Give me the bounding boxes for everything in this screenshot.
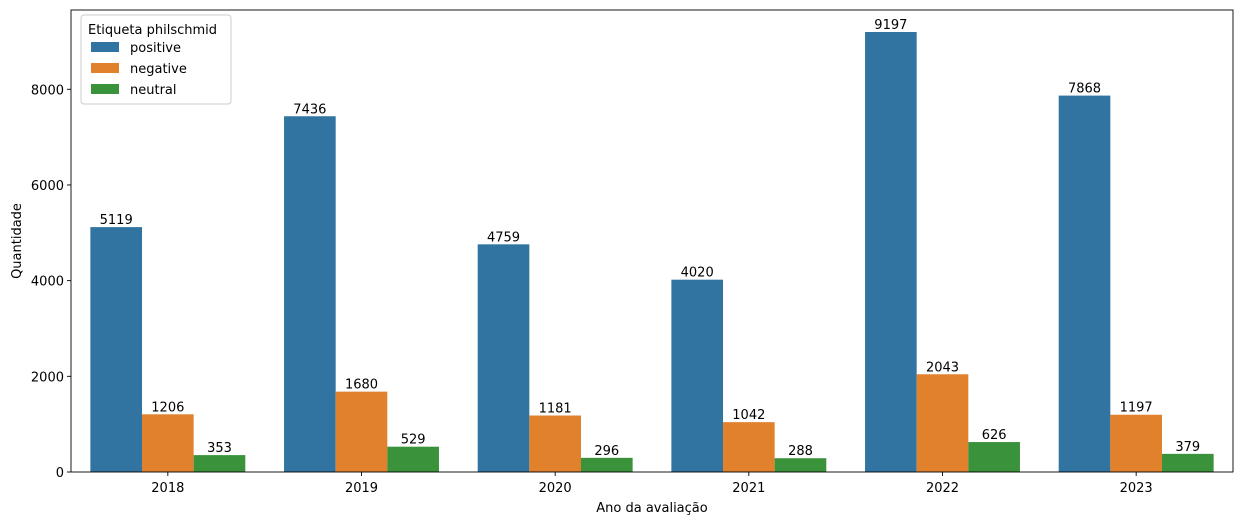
- bar-value-label-negative-2019: 1680: [345, 378, 378, 393]
- legend-box: [80, 14, 232, 105]
- bar-value-label-negative-2018: 1206: [151, 400, 184, 415]
- bar-neutral-2023: [1161, 453, 1214, 472]
- bar-value-label-positive-2019: 7436: [293, 102, 326, 117]
- bar-negative-2023: [1110, 414, 1162, 472]
- bar-negative-2019: [335, 391, 388, 472]
- bar-neutral-2018: [193, 455, 246, 472]
- bar-value-label-positive-2020: 4759: [487, 230, 520, 245]
- y-axis-ticks: 0 2000 4000 6000 8000: [31, 83, 71, 481]
- bar-neutral-2022: [968, 442, 1020, 472]
- legend-swatch-positive: [91, 42, 119, 52]
- y-axis-label: Quantidade: [10, 203, 25, 279]
- y-tick-label-2000: 2000: [31, 370, 64, 385]
- y-tick-label-8000: 8000: [31, 83, 64, 98]
- x-tick-label-2021: 2021: [732, 481, 765, 496]
- x-tick-label-2020: 2020: [539, 481, 572, 496]
- bar-positive-2018: [90, 227, 143, 472]
- legend: Etiqueta philschmid positive negative neut…: [80, 14, 232, 105]
- legend-label-neutral: neutral: [130, 83, 177, 98]
- bar-value-label-positive-2023: 7868: [1068, 82, 1101, 97]
- bar-value-label-positive-2022: 9197: [874, 18, 907, 33]
- x-tick-label-2022: 2022: [926, 481, 959, 496]
- bar-labels-layer: 5119 1206 353 7436 1680 529 4759 1181 296 4020 104…: [100, 18, 1201, 459]
- x-axis-ticks: 2018 2019 2020 2021 2022 2023: [151, 472, 1153, 496]
- bar-positive-2021: [671, 279, 724, 472]
- legend-swatch-negative: [91, 63, 119, 73]
- bar-negative-2018: [142, 414, 194, 472]
- bar-positive-2020: [477, 244, 530, 472]
- bars-layer: [90, 32, 1214, 473]
- bar-value-label-neutral-2023: 379: [1175, 440, 1200, 455]
- bar-value-label-negative-2023: 1197: [1120, 401, 1153, 416]
- y-tick-label-4000: 4000: [31, 275, 64, 290]
- legend-label-positive: positive: [130, 41, 181, 56]
- bar-negative-2022: [916, 374, 969, 472]
- bar-value-label-neutral-2019: 529: [401, 433, 426, 448]
- bar-value-label-neutral-2022: 626: [982, 428, 1007, 443]
- bar-positive-2019: [284, 116, 336, 473]
- bar-positive-2023: [1058, 95, 1111, 472]
- bar-value-label-neutral-2021: 288: [788, 444, 813, 459]
- legend-swatch-neutral: [91, 84, 119, 94]
- bar-value-label-negative-2021: 1042: [732, 408, 765, 423]
- bar-value-label-positive-2018: 5119: [100, 213, 133, 228]
- bar-neutral-2020: [580, 457, 633, 472]
- bar-negative-2020: [529, 415, 581, 472]
- bar-value-label-negative-2020: 1181: [539, 401, 572, 416]
- legend-label-negative: negative: [130, 62, 187, 77]
- x-tick-label-2018: 2018: [151, 481, 184, 496]
- legend-title: Etiqueta philschmid: [88, 23, 217, 38]
- bar-value-label-neutral-2020: 296: [594, 444, 619, 459]
- bar-value-label-negative-2022: 2043: [926, 360, 959, 375]
- y-tick-label-6000: 6000: [31, 179, 64, 194]
- bar-value-label-positive-2021: 4020: [681, 266, 714, 281]
- y-tick-label-0: 0: [56, 466, 64, 481]
- x-tick-label-2019: 2019: [345, 481, 378, 496]
- bar-neutral-2021: [774, 458, 827, 472]
- plot-frame: [70, 9, 1234, 473]
- bar-neutral-2019: [387, 446, 439, 472]
- bar-negative-2021: [723, 422, 775, 472]
- x-axis-label: Ano da avaliação: [596, 501, 707, 516]
- bar-value-label-neutral-2018: 353: [207, 441, 232, 456]
- bar-positive-2022: [865, 32, 917, 472]
- x-tick-label-2023: 2023: [1120, 481, 1153, 496]
